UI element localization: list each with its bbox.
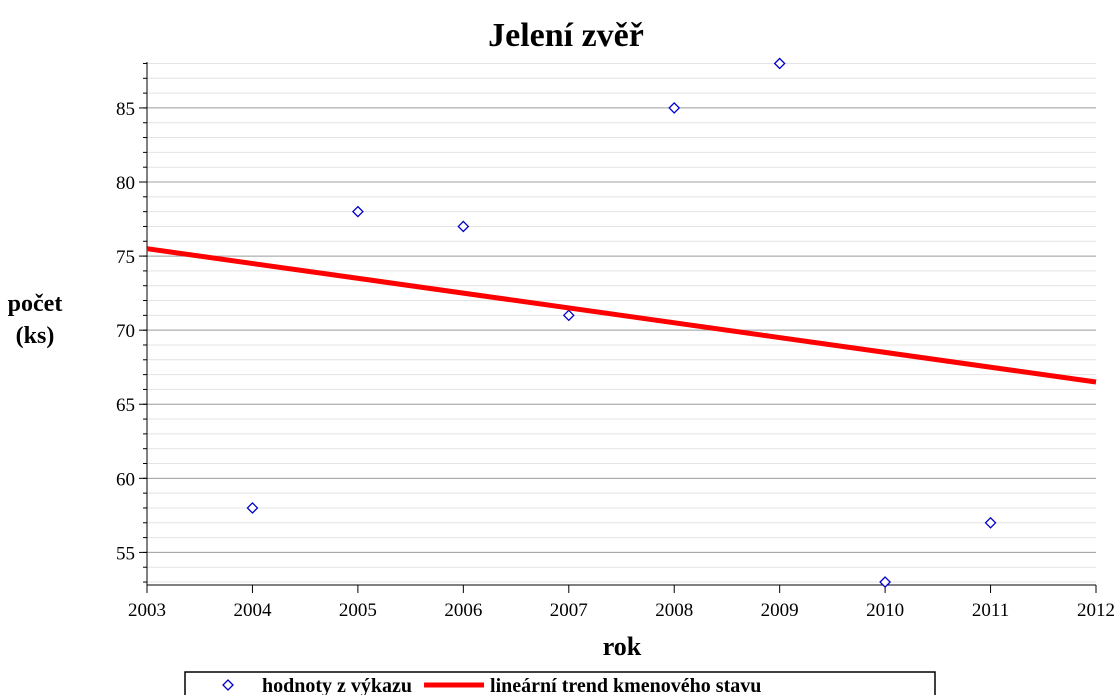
y-tick-label: 75 (116, 247, 135, 268)
point (562, 309, 575, 322)
trend-line (146, 246, 1097, 385)
point (668, 102, 681, 114)
y-tick-label: 85 (116, 99, 135, 120)
point (984, 516, 997, 529)
chart-title: Jelení zvěř (488, 17, 644, 54)
x-tick-label: 2006 (444, 600, 482, 621)
point (246, 502, 259, 514)
legend-box (184, 671, 936, 695)
legend-label: lineární trend kmenového stavu (490, 675, 761, 695)
point (879, 576, 892, 588)
x-tick-label: 2004 (233, 600, 272, 621)
y-tick-label: 55 (116, 543, 135, 564)
y-tick-label: 80 (116, 173, 135, 194)
x-tick-label: 2005 (339, 600, 377, 621)
x-axis-label: rok (603, 632, 642, 661)
point (351, 205, 364, 218)
x-tick-label: 2008 (655, 600, 693, 621)
y-tick-label: 60 (116, 469, 135, 490)
x-tick-label: 2011 (972, 600, 1009, 621)
point (773, 57, 786, 70)
point (457, 220, 470, 233)
x-tick-label: 2007 (550, 600, 588, 621)
x-tick-label: 2012 (1077, 600, 1115, 621)
legend: hodnoty z výkazu lineární trend kmenového… (184, 671, 936, 695)
x-tick-label: 2003 (128, 600, 166, 621)
y-axis-label: počet (ks) (7, 291, 63, 349)
y-tick-label: 65 (116, 395, 135, 416)
legend-label: hodnoty z výkazu (262, 675, 412, 695)
legend-marker (222, 679, 234, 691)
y-tick-label: 70 (116, 321, 135, 342)
x-tick-label: 2010 (866, 600, 904, 621)
x-tick-label: 2009 (761, 600, 799, 621)
